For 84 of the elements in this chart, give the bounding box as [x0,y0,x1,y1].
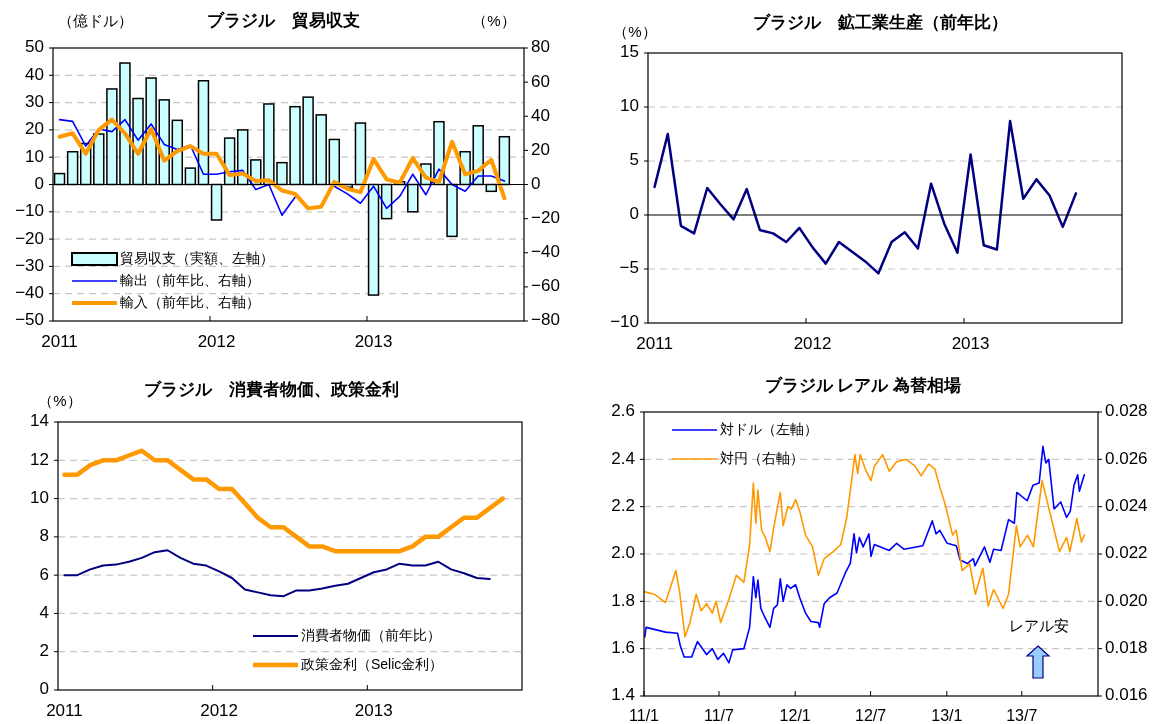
x-tick-label: 2011 [41,332,78,352]
y-tick-label: 40 [25,64,44,84]
y2-axis-title: （%） [472,11,516,29]
x-tick-label: 2012 [200,701,239,721]
chart-title: ブラジル レアル 為替相場 [764,376,962,396]
y2-tick-label: 0.016 [1105,685,1148,705]
y-tick-label: −10 [610,312,639,332]
y-tick-label: −10 [15,201,44,221]
line-series [62,448,505,554]
y-tick-label: −20 [15,228,44,248]
annotation: レアル安 [1009,616,1069,634]
y-tick-label: 6 [39,564,49,584]
y2-tick-label: 0.026 [1105,448,1148,468]
x-tick-label: 2012 [793,334,832,354]
x-tick-label: 2013 [951,334,990,354]
x-tick-label: 11/7 [704,707,735,724]
y-tick-label: −5 [619,258,639,278]
y-tick-label: 2.2 [611,496,635,516]
line-series [644,453,1086,638]
y-tick-label: 10 [25,146,44,166]
y-tick-label: −30 [15,255,44,275]
x-tick-label: 2013 [354,701,393,721]
line-series [63,549,491,598]
y-tick-label: 2 [39,641,49,661]
legend-label: 対ドル（左軸） [720,420,818,437]
chart-title: ブラジル 貿易収支 [206,11,360,31]
y2-tick-label: −80 [531,310,560,330]
y-tick-label: 0 [34,173,44,193]
y-tick-label: 2.0 [611,543,635,563]
y2-tick-label: 80 [531,37,550,57]
x-tick-label: 13/1 [931,707,963,724]
y-tick-label: 10 [30,488,49,508]
y2-tick-label: 20 [531,139,550,159]
line-series [644,445,1086,664]
y2-tick-label: 0.018 [1105,638,1148,658]
y2-tick-label: 0.020 [1105,590,1148,610]
line-series [653,119,1078,275]
y-axis-title: （%） [613,22,657,40]
x-tick-label: 12/7 [855,707,887,724]
x-tick-label: 2011 [46,701,83,721]
legend-label: 消費者物価（前年比） [301,626,441,643]
legend-label: 貿易収支（実額、左軸） [120,249,274,266]
x-tick-label: 2011 [636,334,673,354]
y-axis-title: （%） [38,391,82,409]
y-tick-label: 5 [629,150,639,170]
y-tick-label: 0 [629,204,639,224]
y-tick-label: −50 [15,310,44,330]
y-tick-label: 2.6 [611,401,635,421]
legend-label: 政策金利（Selic金利） [301,655,444,672]
legend-label: 輸入（前年比、右軸） [120,293,260,310]
y2-tick-label: −60 [531,276,560,296]
y-tick-label: 30 [25,92,44,112]
y-tick-label: 1.4 [611,685,635,705]
y2-tick-label: 0.028 [1105,401,1148,421]
x-tick-label: 11/1 [629,707,660,724]
y2-tick-label: 40 [531,105,550,125]
y-tick-label: 10 [620,96,639,116]
y2-tick-label: −20 [531,208,560,228]
y-tick-label: 8 [39,526,49,546]
y-tick-label: 50 [25,37,44,57]
x-tick-label: 13/7 [1006,707,1038,724]
y-tick-label: 0 [39,679,49,699]
y-tick-label: 1.6 [611,638,635,658]
y-tick-label: 2.4 [611,448,635,468]
legend-label: 対円（右軸） [720,449,804,466]
y2-tick-label: 0.024 [1105,496,1148,516]
y-tick-label: 15 [620,42,639,62]
y-tick-label: −40 [15,283,44,303]
y2-tick-label: 0 [531,173,541,193]
y2-tick-label: 0.022 [1105,543,1148,563]
y-tick-label: 12 [30,449,49,469]
y-tick-label: 14 [30,411,49,431]
y2-tick-label: 60 [531,71,550,91]
x-tick-label: 2013 [354,332,393,352]
x-tick-label: 12/1 [779,707,811,724]
y-tick-label: 20 [25,119,44,139]
chart-title: ブラジル 鉱工業生産（前年比） [752,13,1008,33]
y-tick-label: 1.8 [611,590,635,610]
y2-tick-label: −40 [531,242,560,262]
y-axis-title: （億ドル） [57,11,133,29]
x-tick-label: 2012 [197,332,236,352]
y-tick-label: 4 [39,602,49,622]
chart-title: ブラジル 消費者物価、政策金利 [143,380,399,400]
legend-label: 輸出（前年比、右軸） [120,271,260,288]
